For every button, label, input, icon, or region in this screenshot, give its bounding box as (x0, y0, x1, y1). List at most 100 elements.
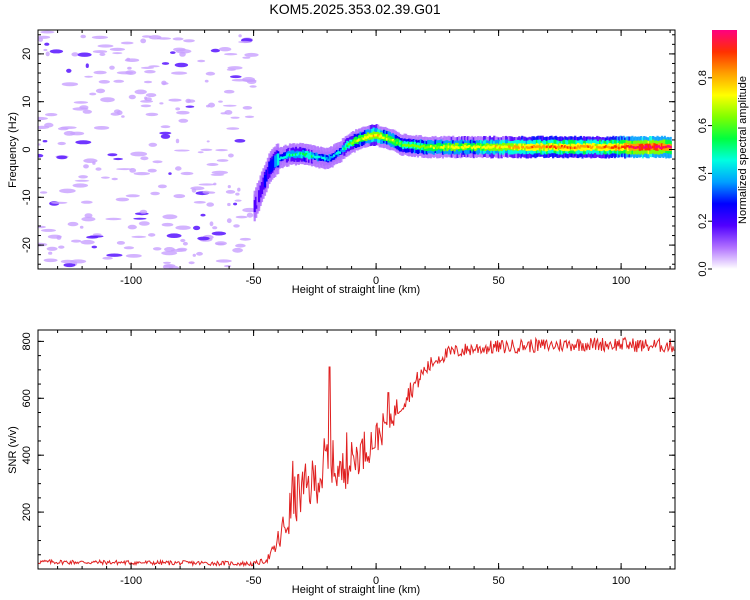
ridge-cell (366, 135, 369, 139)
noise-blob (204, 79, 209, 83)
noise-blob (91, 245, 98, 249)
noise-blob (100, 176, 110, 179)
ridge-cell (524, 145, 527, 148)
ridge-cell (662, 146, 665, 149)
noise-blob (156, 37, 171, 40)
noise-blob (134, 89, 147, 95)
ridge-cell (415, 145, 418, 148)
noise-blob (92, 50, 108, 54)
ridge-cell (559, 146, 562, 149)
ridge-cell (452, 146, 455, 149)
noise-blob (45, 113, 58, 117)
ridge-cell (381, 136, 384, 139)
noise-blob (39, 191, 48, 194)
noise-blob (163, 261, 171, 264)
ridge-cell (374, 134, 377, 137)
ridge-cell (268, 161, 271, 174)
snr-ylabel: SNR (v/v) (7, 426, 19, 474)
ridge-cell (593, 146, 596, 149)
ytick-label: 20 (21, 48, 33, 60)
ridge-cell (634, 146, 637, 149)
noise-blob (232, 247, 244, 253)
noise-blob (180, 238, 186, 243)
noise-blob (172, 37, 184, 41)
ridge-cell (531, 145, 534, 149)
noise-blob (179, 51, 186, 57)
noise-blob (42, 140, 48, 143)
noise-blob (180, 171, 194, 176)
ridge-cell (557, 145, 561, 149)
noise-blob (71, 239, 82, 243)
noise-blob (211, 231, 227, 236)
noise-blob (46, 246, 58, 251)
noise-blob (73, 101, 89, 104)
ridge-cell (560, 145, 563, 148)
noise-blob (131, 235, 147, 238)
ridge-cell (355, 140, 358, 143)
ridge-cell (603, 145, 606, 149)
noise-blob (214, 241, 227, 246)
ridge-cell (604, 144, 608, 152)
ridge-cell (418, 146, 421, 149)
ridge-cell (581, 144, 584, 152)
ridge-cell (434, 145, 437, 148)
noise-blob (157, 184, 167, 189)
noise-blob (138, 221, 150, 226)
noise-blob (75, 140, 92, 145)
noise-blob (212, 226, 218, 230)
noise-blob (161, 62, 170, 65)
ridge-cell (293, 153, 296, 157)
ridge-cell (349, 141, 352, 144)
ridge-cell (615, 145, 618, 148)
xtick-label: 100 (612, 275, 630, 287)
noise-blob (238, 40, 252, 44)
noise-blob (74, 179, 90, 182)
ridge-cell (609, 146, 612, 150)
ridge-cell (571, 146, 574, 150)
ridge-cell (290, 150, 293, 158)
ridge-cell (616, 146, 619, 150)
ridge-cell (577, 145, 580, 148)
ridge-cell (271, 159, 274, 172)
ridge-cell (493, 145, 496, 148)
noise-blob (140, 104, 152, 108)
colorbar-tick-label: 0.4 (697, 166, 709, 181)
ridge-cell (477, 145, 480, 148)
ridge-cell (262, 177, 265, 190)
noise-blob (148, 65, 160, 68)
ridge-cell (540, 146, 543, 149)
ridge-cell (569, 146, 572, 149)
ridge-cell (584, 144, 587, 152)
noise-blob (38, 116, 48, 121)
noise-blob (197, 151, 204, 154)
ridge-cell (510, 146, 514, 150)
ridge-cell (513, 145, 516, 148)
noise-blob (173, 194, 186, 199)
ridge-cell (597, 146, 600, 149)
noise-blob (48, 251, 53, 255)
ridge-cell (375, 133, 378, 137)
noise-blob (202, 190, 211, 194)
ridge-cell (405, 144, 408, 147)
ridge-cell (385, 138, 389, 141)
ridge-cell (627, 144, 630, 152)
ridge-cell (535, 145, 538, 148)
ridge-cell (552, 145, 555, 149)
snr-frame (37, 329, 676, 570)
ridge-cell (347, 142, 350, 146)
ytick-label: 0 (21, 146, 33, 152)
ridge-cell (321, 156, 324, 160)
noise-blob (89, 235, 104, 238)
ridge-cell (435, 146, 439, 150)
noise-blob (40, 30, 55, 34)
ridge-cell (456, 146, 459, 149)
ridge-cell (472, 145, 475, 148)
ridge-cell (256, 193, 259, 206)
ridge-cell (532, 145, 536, 148)
noise-blob (185, 98, 192, 104)
noise-blob (193, 201, 206, 204)
colorbar-tick-label: 0.0 (697, 261, 709, 276)
colorbar-gradient (712, 30, 737, 269)
noise-blob (223, 89, 235, 94)
noise-blob (231, 78, 248, 82)
